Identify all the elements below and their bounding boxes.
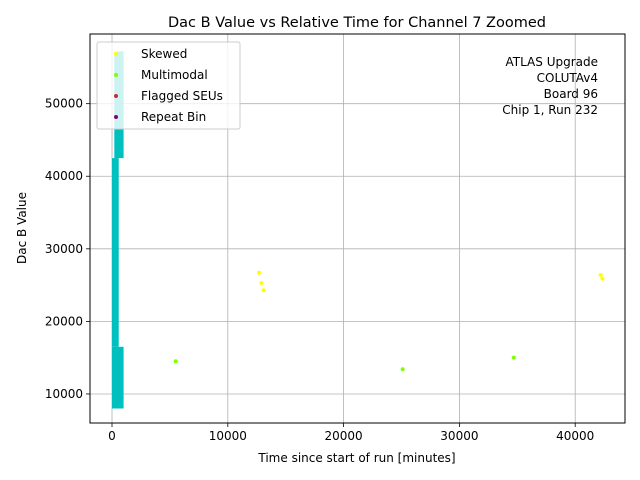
point-multimodal [511, 355, 516, 360]
annotation-line: COLUTAv4 [537, 71, 598, 85]
x-tick-label: 10000 [209, 429, 247, 443]
point-skewed [600, 276, 605, 281]
point-skewed [598, 272, 603, 277]
x-tick-label: 0 [108, 429, 116, 443]
y-tick-label: 50000 [45, 97, 83, 111]
point-skewed [257, 270, 262, 275]
legend-label: Multimodal [141, 68, 208, 82]
x-tick-label: 40000 [556, 429, 594, 443]
chart-title: Dac B Value vs Relative Time for Channel… [168, 15, 546, 31]
y-tick-label: 40000 [45, 169, 83, 183]
band-segment [112, 346, 124, 409]
x-axis-ticks: 0 10000 20000 30000 40000 [108, 423, 594, 443]
y-axis-label: Dac B Value [15, 192, 29, 264]
band-segment [112, 158, 119, 347]
legend-marker [114, 73, 118, 77]
plot-frame [89, 33, 626, 424]
legend-marker [114, 115, 118, 119]
legend-label: Repeat Bin [141, 110, 206, 124]
x-tick-label: 20000 [325, 429, 363, 443]
run-annotation: ATLAS Upgrade COLUTAv4 Board 96 Chip 1, Run… [502, 55, 598, 117]
legend-marker [114, 52, 118, 56]
annotation-line: Board 96 [544, 87, 598, 101]
y-tick-label: 20000 [45, 314, 83, 328]
point-skewed [259, 280, 264, 285]
point-multimodal [173, 359, 178, 364]
y-tick-label: 10000 [45, 387, 83, 401]
legend-label: Skewed [141, 47, 187, 61]
x-tick-label: 30000 [440, 429, 478, 443]
x-axis-label: Time since start of run [minutes] [257, 451, 455, 465]
point-skewed [261, 288, 266, 293]
point-multimodal [400, 367, 405, 372]
annotation-line: Chip 1, Run 232 [502, 103, 598, 117]
legend-marker [114, 94, 118, 98]
annotation-line: ATLAS Upgrade [505, 55, 598, 69]
legend: Skewed Multimodal Flagged SEUs Repeat Bin [96, 41, 241, 130]
y-axis-ticks: 10000 20000 30000 40000 50000 [45, 97, 90, 401]
y-tick-label: 30000 [45, 242, 83, 256]
legend-label: Flagged SEUs [141, 89, 223, 103]
legend-box [96, 41, 241, 130]
